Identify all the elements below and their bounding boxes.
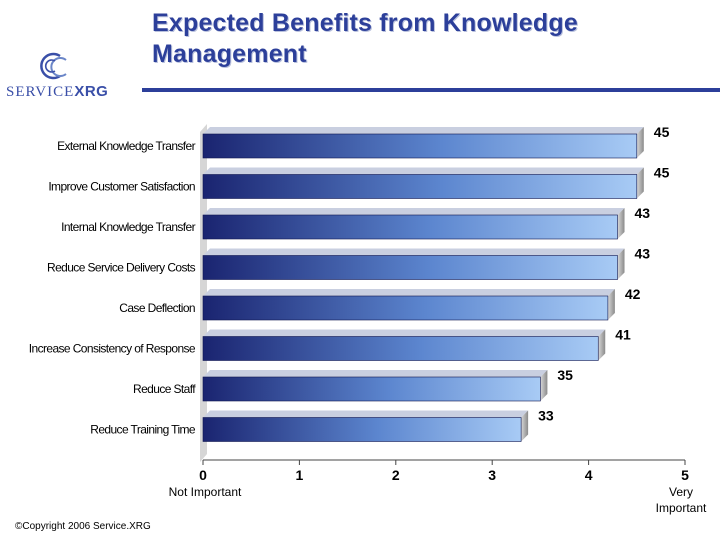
bar-top-face	[203, 127, 644, 134]
x-tick-label: 4	[585, 467, 593, 483]
bar-top-face	[203, 410, 529, 418]
page-title: Expected Benefits from Knowledge Managem…	[152, 8, 578, 70]
logo-wordmark: SERVICEXRG	[6, 83, 109, 100]
data-label: 41	[615, 327, 631, 343]
data-label: 35	[557, 367, 573, 383]
x-tick-label: 1	[296, 467, 304, 483]
bar	[202, 376, 541, 402]
category-label: Internal Knowledge Transfer	[61, 220, 195, 234]
bar-top-face	[203, 167, 644, 175]
bar-top-face	[203, 208, 625, 215]
data-label: 45	[654, 124, 670, 140]
bar-top-face	[203, 289, 615, 296]
bar-top-face	[203, 370, 548, 377]
data-label: 43	[635, 205, 651, 221]
service-xrg-logo: SERVICEXRG	[6, 50, 136, 102]
data-label: 45	[654, 165, 670, 181]
category-label: Reduce Training Time	[90, 423, 196, 437]
scale-low-label: Not Important	[168, 485, 242, 499]
bar-top-face	[203, 329, 606, 337]
bar-end-face	[636, 167, 644, 199]
scale-high-label: Very Important	[655, 485, 707, 515]
bar	[202, 133, 638, 159]
bar-end-face	[617, 248, 625, 280]
title-line-2: Management	[152, 40, 307, 68]
bar-end-face	[521, 410, 529, 442]
title-line-1: Expected Benefits from Knowledge	[152, 9, 578, 37]
bar-end-face	[598, 329, 606, 361]
bar-end-face	[617, 208, 625, 239]
bar	[202, 417, 522, 442]
category-label: Reduce Service Delivery Costs	[47, 261, 196, 275]
x-tick-label: 3	[488, 467, 496, 483]
header-rule	[142, 88, 720, 92]
bar-end-face	[607, 289, 615, 320]
logo-swirl-icon	[40, 52, 67, 80]
bar	[202, 336, 599, 361]
bar	[202, 214, 618, 240]
x-tick-label: 5	[681, 467, 689, 483]
data-label: 43	[635, 246, 651, 262]
bar	[202, 174, 638, 199]
category-label: Improve Customer Satisfaction	[48, 180, 195, 194]
bar-end-face	[540, 370, 548, 401]
bar	[202, 255, 618, 280]
bar-end-face	[636, 127, 644, 158]
category-label: External Knowledge Transfer	[57, 139, 195, 153]
bar	[202, 295, 609, 321]
category-label: Increase Consistency of Response	[29, 342, 196, 356]
bar-top-face	[203, 248, 625, 256]
category-label: Reduce Staff	[133, 382, 196, 396]
copyright-notice: ©Copyright 2006 Service.XRG	[15, 521, 151, 532]
x-tick-label: 0	[199, 467, 207, 483]
category-label: Case Deflection	[119, 301, 195, 315]
data-label: 42	[625, 286, 641, 302]
data-label: 33	[538, 408, 554, 424]
x-tick-label: 2	[392, 467, 400, 483]
